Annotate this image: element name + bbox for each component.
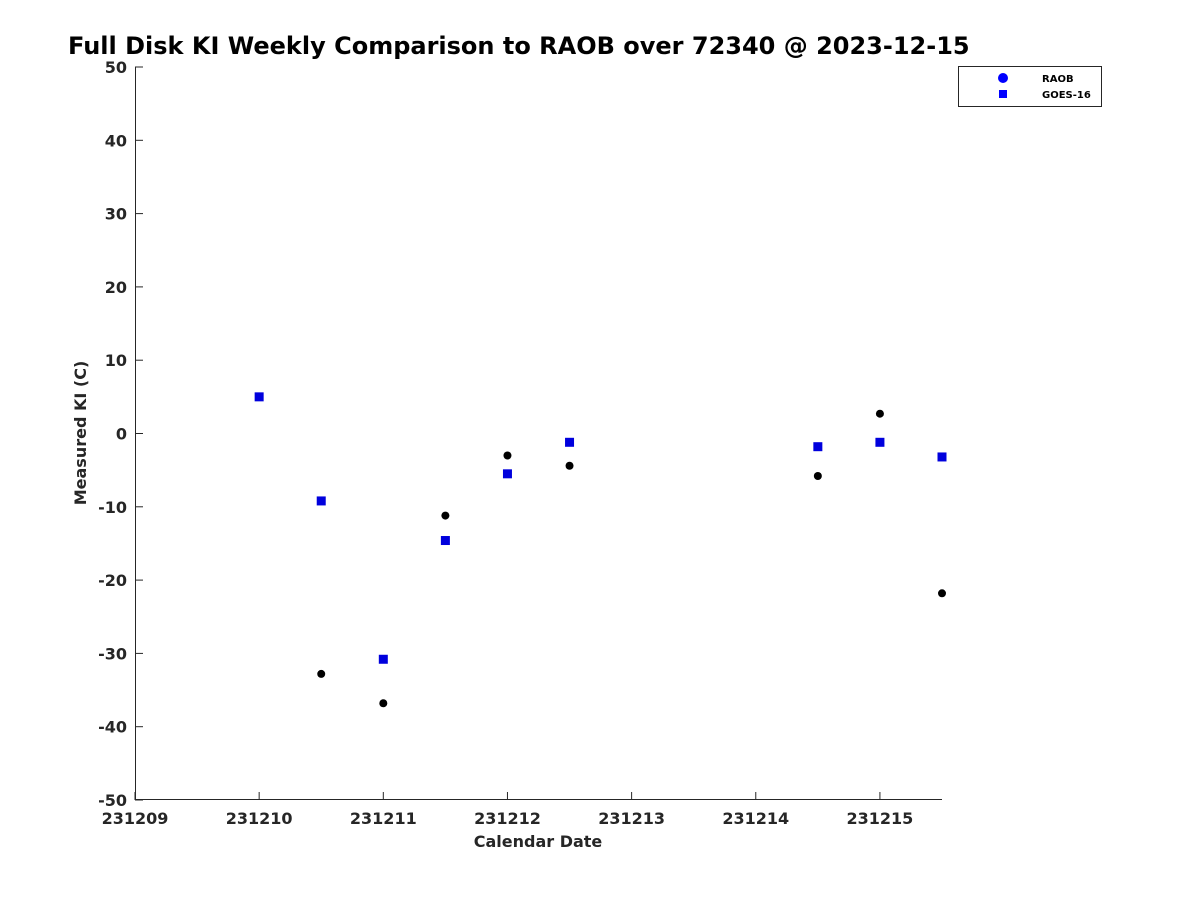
goes-16-point xyxy=(502,469,512,479)
x-tick-label: 231210 xyxy=(226,809,293,828)
y-tick-label: 40 xyxy=(105,131,127,150)
legend: RAOB GOES-16 xyxy=(958,66,1102,107)
axes xyxy=(135,67,942,800)
legend-box xyxy=(958,66,1102,107)
raob-point xyxy=(317,669,326,678)
x-tick-label: 231209 xyxy=(102,809,169,828)
raob-point xyxy=(379,699,388,708)
raob-point xyxy=(938,589,946,598)
legend-label-raob: RAOB xyxy=(1042,74,1074,85)
chart-title: Full Disk KI Weekly Comparison to RAOB o… xyxy=(68,32,970,60)
raob-point xyxy=(503,451,512,460)
y-tick-label: -20 xyxy=(98,571,127,590)
y-tick-label: -50 xyxy=(98,791,127,810)
y-tick-label: 50 xyxy=(105,58,127,77)
goes-16-point xyxy=(875,437,885,447)
legend-label-goes-16: GOES-16 xyxy=(1042,90,1091,101)
legend-marker-raob xyxy=(998,73,1008,83)
y-tick-label: -30 xyxy=(98,644,127,663)
y-ticks: 50 40 30 20 10 0 -10 -20 -30 -40 -50 xyxy=(98,58,143,810)
y-tick-label: 0 xyxy=(116,425,127,444)
x-tick-label: 231211 xyxy=(350,809,417,828)
y-tick-label: -10 xyxy=(98,498,127,517)
x-tick-label: 231213 xyxy=(598,809,665,828)
y-tick-label: 20 xyxy=(105,278,127,297)
y-tick-label: 10 xyxy=(105,351,127,370)
raob-point xyxy=(441,511,450,520)
goes-16-point xyxy=(565,437,575,447)
y-axis-label: Measured KI (C) xyxy=(71,361,90,506)
goes-16-point xyxy=(813,442,823,452)
raob-point xyxy=(565,461,574,470)
x-axis-label: Calendar Date xyxy=(474,832,603,851)
x-tick-label: 231214 xyxy=(722,809,789,828)
x-tick-label: 231212 xyxy=(474,809,541,828)
goes-16-point xyxy=(378,654,388,664)
goes-16-point xyxy=(254,392,264,402)
x-ticks: 231209 231210 231211 231212 231213 231214 2312… xyxy=(102,792,914,828)
legend-marker-goes-16 xyxy=(999,90,1007,98)
y-tick-label: 30 xyxy=(105,205,127,224)
raob-point xyxy=(813,472,822,481)
y-tick-label: -40 xyxy=(98,718,127,737)
goes-16-point xyxy=(316,496,326,506)
raob-point xyxy=(875,409,884,418)
data-points xyxy=(254,392,947,708)
goes-16-point xyxy=(937,452,947,462)
goes-16-point xyxy=(440,536,450,546)
x-tick-label: 231215 xyxy=(847,809,914,828)
